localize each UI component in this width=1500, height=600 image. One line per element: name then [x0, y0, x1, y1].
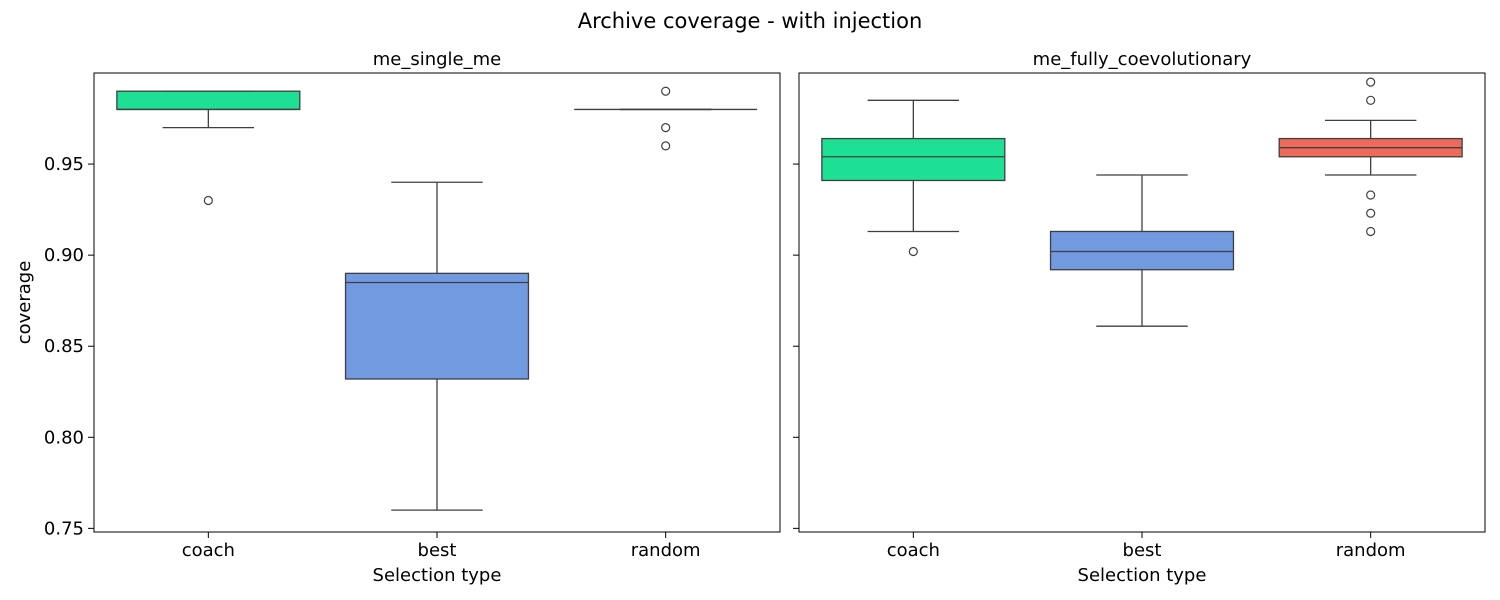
panel-title: me_single_me	[373, 49, 502, 70]
x-axis-label: Selection type	[373, 565, 502, 586]
x-axis-label: Selection type	[1078, 565, 1207, 586]
y-axis-label: coverage	[14, 261, 35, 345]
x-tick-label: best	[418, 540, 457, 561]
box-coach	[116, 90, 301, 206]
panel-1: me_single_me 0.75 0.80 0.85 0.90 0.95 coach bes…	[14, 49, 781, 586]
y-tick-label: 0.90	[44, 245, 84, 266]
outlier-point	[1366, 226, 1376, 237]
x-tick-label: random	[1336, 540, 1406, 561]
box-coach	[821, 99, 1006, 257]
outlier-point	[661, 123, 671, 133]
panels: me_single_me 0.75 0.80 0.85 0.90 0.95 coach bes…	[14, 49, 1486, 586]
y-tick-label: 0.95	[44, 154, 84, 175]
y-tick-label: 0.80	[44, 427, 84, 448]
y-tick-label: 0.85	[44, 336, 84, 357]
x-tick-label: coach	[182, 540, 235, 561]
y-tick-label: 0.75	[44, 518, 84, 539]
outlier-point	[908, 246, 918, 257]
outlier-point	[661, 86, 671, 96]
box-iqr	[344, 272, 530, 380]
box-iqr	[821, 137, 1006, 182]
box-random	[574, 86, 758, 151]
box-iqr	[1049, 230, 1235, 271]
box-best	[344, 181, 530, 511]
outlier-point	[203, 195, 213, 206]
x-tick-label: best	[1123, 540, 1162, 561]
figure-title: Archive coverage - with injection	[578, 9, 923, 33]
panel-title: me_fully_coevolutionary	[1033, 49, 1252, 70]
outlier-point	[1366, 208, 1376, 218]
outlier-point	[1366, 95, 1376, 105]
x-tick-label: random	[631, 540, 701, 561]
box-random	[1278, 77, 1463, 237]
x-tick-label: coach	[887, 540, 940, 561]
outlier-point	[661, 141, 671, 151]
box-iqr	[116, 90, 301, 111]
box-best	[1049, 174, 1235, 327]
outlier-point	[1366, 77, 1376, 87]
outlier-point	[1366, 190, 1376, 200]
